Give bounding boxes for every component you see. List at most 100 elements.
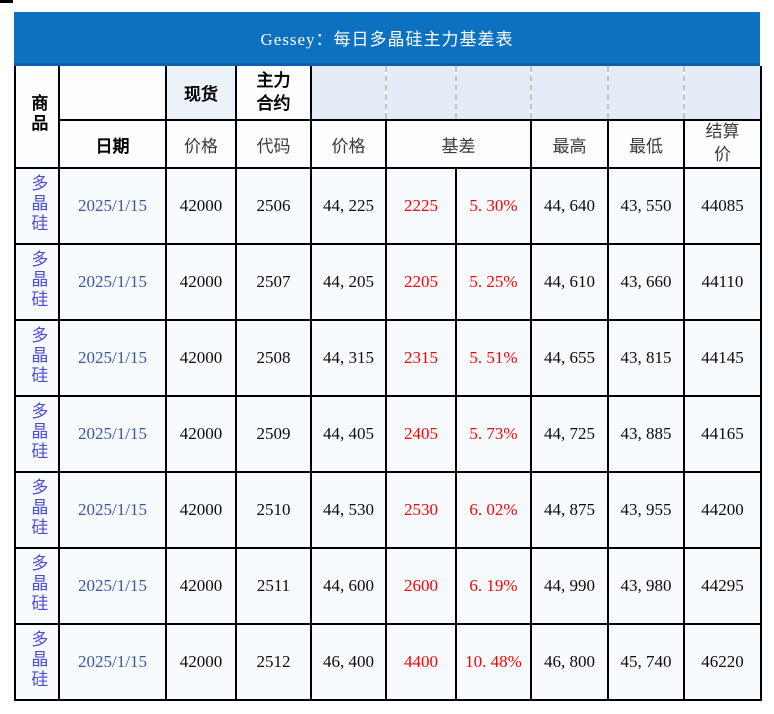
basis-table: 商品 现货 主力合约 日期 价格 代码 价格 基差 最高 最低 结算价 [14,66,762,701]
low-cell: 43, 815 [607,319,685,397]
spot-price-cell: 42000 [165,623,237,701]
table-title-bar: Gessey：每日多晶硅主力基差表 [14,12,760,66]
basis-cell: 4400 [385,623,457,701]
spot-price-cell: 42000 [165,319,237,397]
header-settle-label: 结算价 [705,122,740,164]
header-main-contract: 主力合约 [235,66,312,121]
header-band-cell [530,66,608,121]
code-cell: 2512 [235,623,312,701]
header-main-contract-label: 主力合约 [256,70,291,113]
basis-cell: 2600 [385,547,457,625]
header-main-price: 价格 [310,119,387,169]
basis-cell: 2225 [385,167,457,245]
product-cell: 多晶硅 [14,547,60,625]
high-cell: 44, 875 [530,471,609,549]
code-cell: 2509 [235,395,312,473]
basis-cell: 2205 [385,243,457,321]
high-cell: 46, 800 [530,623,609,701]
header-high: 最高 [530,119,609,169]
low-cell: 43, 980 [607,547,685,625]
table-row: 多晶硅 2025/1/15 42000 2511 44, 600 2600 6.… [14,547,762,625]
product-label: 多晶硅 [28,477,48,538]
table-row: 多晶硅 2025/1/15 42000 2508 44, 315 2315 5.… [14,319,762,397]
low-cell: 43, 885 [607,395,685,473]
header-spot-price: 价格 [165,119,237,169]
high-cell: 44, 655 [530,319,609,397]
table-row: 多晶硅 2025/1/15 42000 2510 44, 530 2530 6.… [14,471,762,549]
low-cell: 45, 740 [607,623,685,701]
header-row-groups: 商品 现货 主力合约 [14,66,761,169]
settle-cell: 46220 [683,623,762,701]
product-label: 多晶硅 [28,249,48,310]
screen-edge-artifact [0,0,13,3]
main-price-cell: 44, 205 [310,243,387,321]
header-date: 日期 [58,119,167,169]
product-cell: 多晶硅 [14,319,60,397]
spot-price-cell: 42000 [165,167,237,245]
date-cell: 2025/1/15 [58,243,167,321]
spot-price-cell: 42000 [165,471,237,549]
header-product-label: 商品 [28,94,48,134]
date-cell: 2025/1/15 [58,471,167,549]
settle-cell: 44145 [683,319,762,397]
main-price-cell: 44, 315 [310,319,387,397]
basis-cell: 2315 [385,319,457,397]
header-product: 商品 [14,66,60,169]
high-cell: 44, 725 [530,395,609,473]
main-price-cell: 46, 400 [310,623,387,701]
product-label: 多晶硅 [28,629,48,690]
header-band-cell [455,66,531,121]
basis-pct-cell: 10. 48% [455,623,532,701]
header-code: 代码 [235,119,312,169]
settle-cell: 44200 [683,471,762,549]
header-row-columns: 日期 价格 代码 价格 基差 最高 最低 结算价 [15,119,762,169]
basis-cell: 2405 [385,395,457,473]
table-row: 多晶硅 2025/1/15 42000 2507 44, 205 2205 5.… [14,243,762,321]
settle-cell: 44165 [683,395,762,473]
basis-pct-cell: 5. 30% [455,167,532,245]
basis-table-sheet: Gessey：每日多晶硅主力基差表 商品 现货 主力合约 日期 [14,12,762,701]
product-cell: 多晶硅 [14,395,60,473]
header-band-cell [385,66,456,121]
basis-pct-cell: 5. 25% [455,243,532,321]
header-band-cell [607,66,684,121]
main-price-cell: 44, 600 [310,547,387,625]
product-cell: 多晶硅 [14,167,60,245]
date-cell: 2025/1/15 [58,623,167,701]
code-cell: 2506 [235,167,312,245]
date-cell: 2025/1/15 [58,319,167,397]
product-cell: 多晶硅 [14,243,60,321]
table-row: 多晶硅 2025/1/15 42000 2512 46, 400 4400 10… [14,623,762,701]
header-empty-cell [58,66,167,121]
basis-pct-cell: 5. 51% [455,319,532,397]
code-cell: 2507 [235,243,312,321]
code-cell: 2511 [235,547,312,625]
high-cell: 44, 610 [530,243,609,321]
table-row: 多晶硅 2025/1/15 42000 2506 44, 225 2225 5.… [14,167,762,245]
product-label: 多晶硅 [28,553,48,614]
high-cell: 44, 640 [530,167,609,245]
code-cell: 2508 [235,319,312,397]
header-band-cell [310,66,386,121]
settle-cell: 44110 [683,243,762,321]
product-label: 多晶硅 [28,325,48,386]
code-cell: 2510 [235,471,312,549]
product-label: 多晶硅 [28,401,48,462]
basis-pct-cell: 5. 73% [455,395,532,473]
high-cell: 44, 990 [530,547,609,625]
basis-pct-cell: 6. 19% [455,547,532,625]
date-cell: 2025/1/15 [58,547,167,625]
header-basis: 基差 [385,119,532,169]
low-cell: 43, 955 [607,471,685,549]
main-price-cell: 44, 530 [310,471,387,549]
main-price-cell: 44, 405 [310,395,387,473]
basis-pct-cell: 6. 02% [455,471,532,549]
header-low: 最低 [607,119,685,169]
header-settle: 结算价 [683,119,762,169]
product-cell: 多晶硅 [14,623,60,701]
low-cell: 43, 660 [607,243,685,321]
product-cell: 多晶硅 [14,471,60,549]
spot-price-cell: 42000 [165,547,237,625]
settle-cell: 44085 [683,167,762,245]
table-title: Gessey：每日多晶硅主力基差表 [260,30,514,49]
